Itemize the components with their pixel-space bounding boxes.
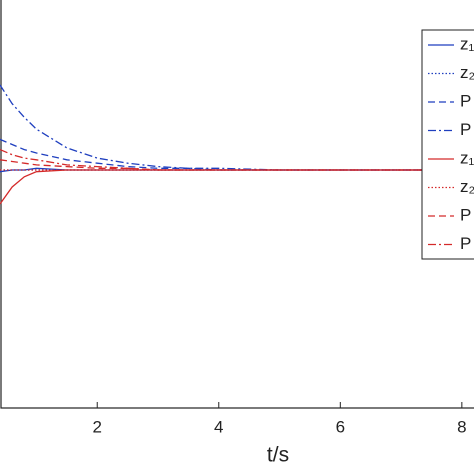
legend-label: z₂ [460,177,474,196]
x-tick-label: 6 [336,417,345,436]
series-line [0,159,474,171]
series-line [0,84,474,171]
x-tick-label: 8 [457,417,466,436]
series-line [0,138,474,171]
series-line [0,169,474,205]
legend-label: P [460,120,471,139]
legend-label: z₁ [460,148,474,167]
legend-label: z₁ [460,34,474,53]
legend-label: P [460,234,471,253]
legend-label: P [460,91,471,110]
legend-label: P [460,205,471,224]
legend-box [421,29,474,260]
legend-label: z₂ [460,63,474,82]
series-line [0,149,474,171]
x-axis-label: t/s [267,444,289,467]
plot-frame [0,0,474,409]
x-tick-label: 4 [214,417,223,436]
x-tick-label: 2 [92,417,101,436]
